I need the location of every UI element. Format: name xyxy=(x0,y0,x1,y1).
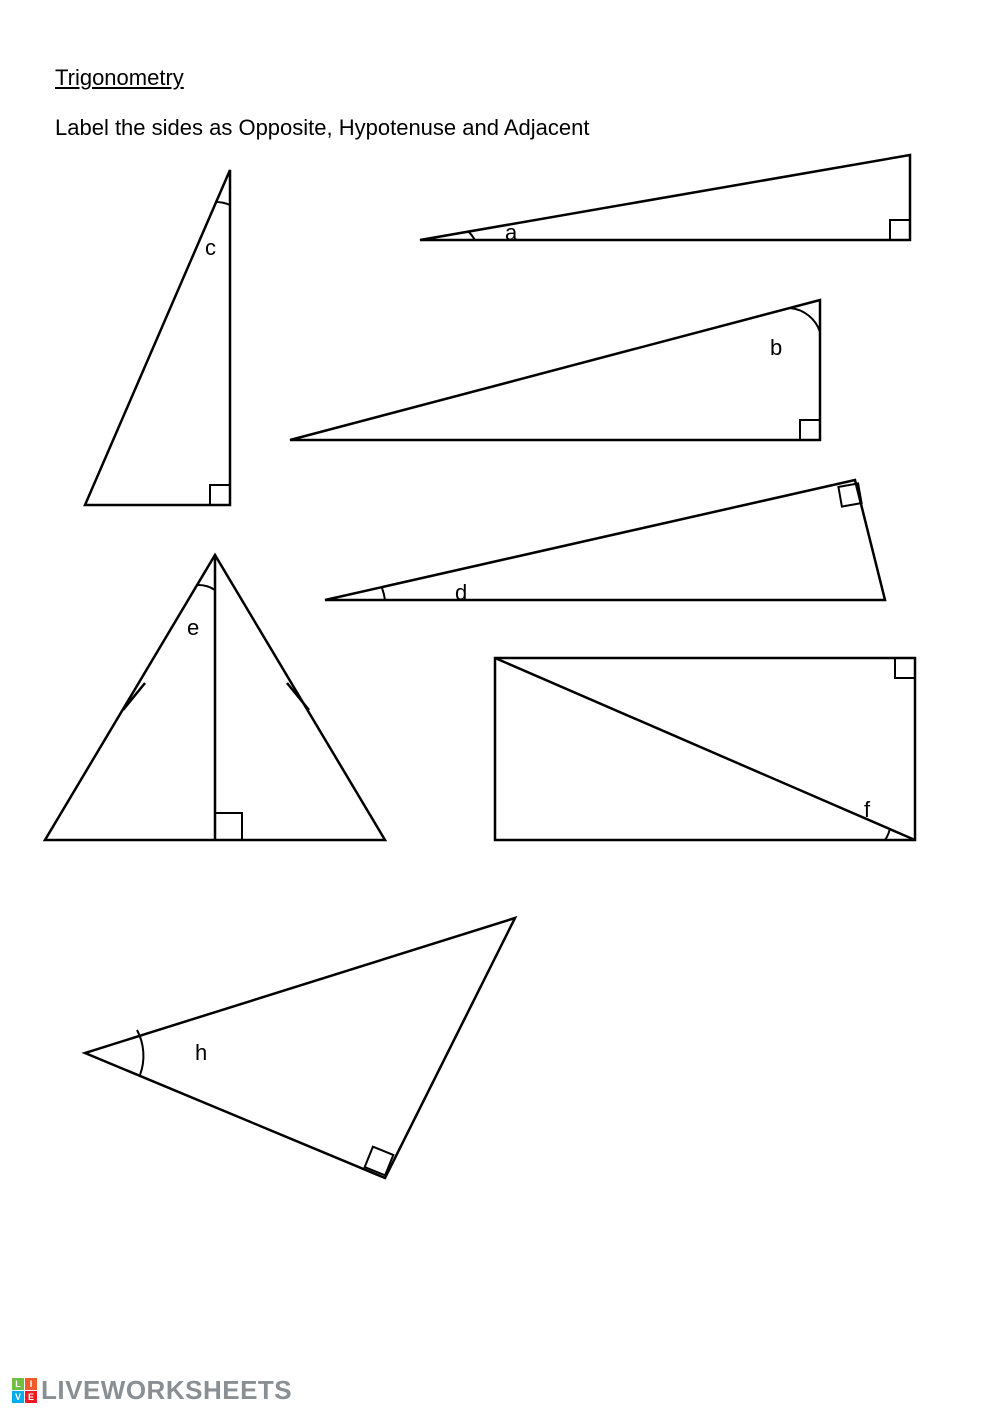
watermark-cell: E xyxy=(25,1391,37,1403)
label-c: c xyxy=(205,235,216,261)
triangle-e xyxy=(45,555,395,850)
triangle-d xyxy=(325,480,895,610)
page-title: Trigonometry xyxy=(55,65,184,91)
label-e: e xyxy=(187,615,199,641)
label-h: h xyxy=(195,1040,207,1066)
watermark-logo: LIVE xyxy=(12,1378,37,1403)
watermark: LIVE LIVEWORKSHEETS xyxy=(12,1377,292,1403)
instruction-text: Label the sides as Opposite, Hypotenuse … xyxy=(55,115,589,141)
label-a: a xyxy=(505,220,517,246)
triangle-h xyxy=(85,918,525,1188)
triangle-c xyxy=(85,170,245,515)
triangle-a xyxy=(420,155,920,250)
label-d: d xyxy=(455,580,467,606)
worksheet-page: Trigonometry Label the sides as Opposite… xyxy=(0,0,1000,1413)
watermark-cell: L xyxy=(12,1378,24,1390)
label-f: f xyxy=(864,797,870,823)
watermark-cell: I xyxy=(25,1378,37,1390)
triangle-f xyxy=(495,658,925,850)
watermark-cell: V xyxy=(12,1391,24,1403)
triangle-b xyxy=(290,300,830,450)
watermark-text: LIVEWORKSHEETS xyxy=(41,1377,292,1403)
label-b: b xyxy=(770,335,782,361)
